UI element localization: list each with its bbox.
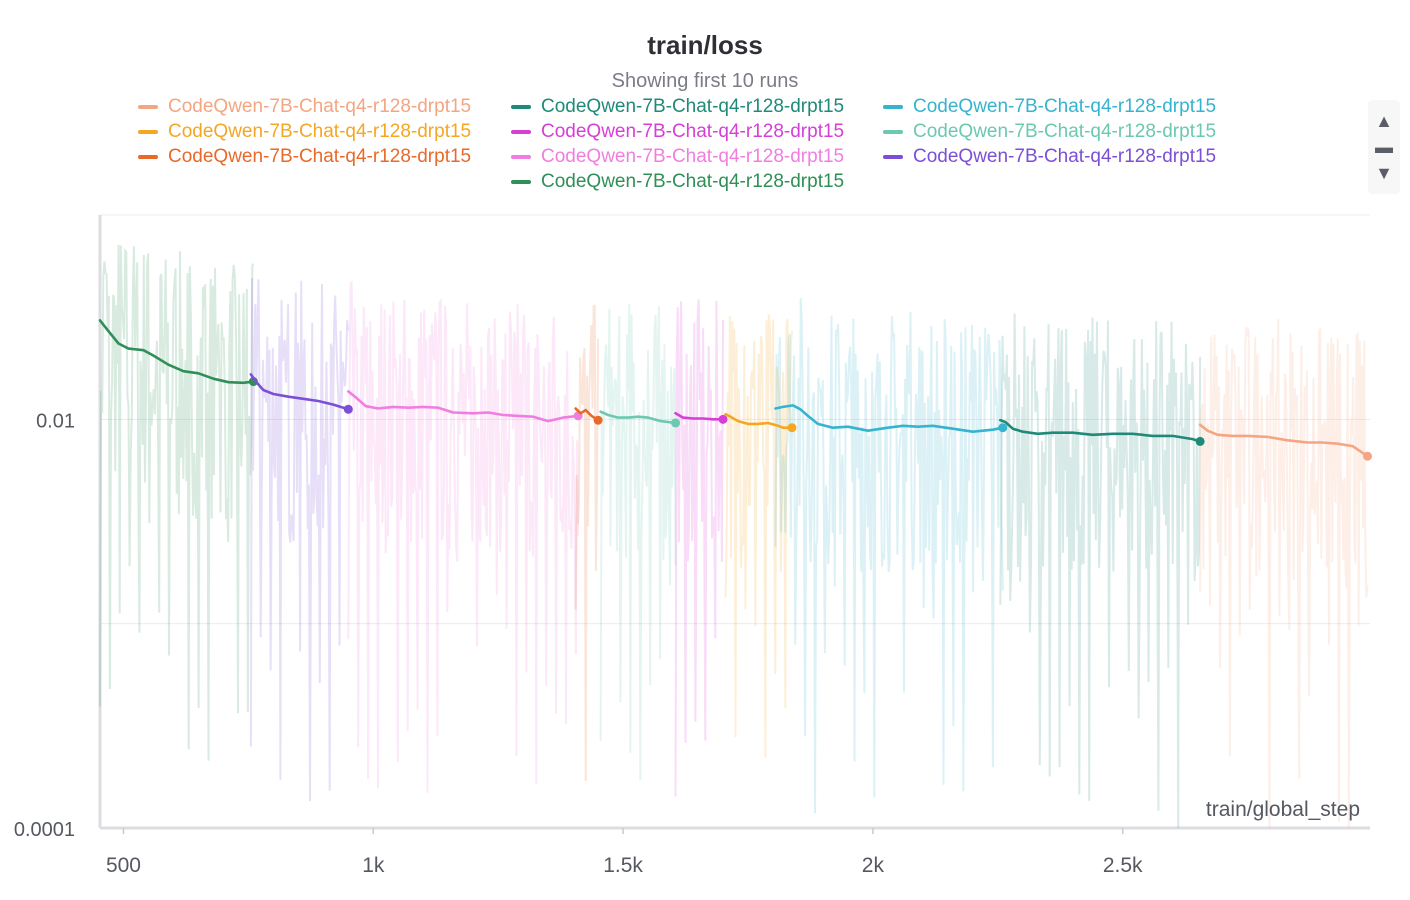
legend-label-3: CodeQwen-7B-Chat-q4-r128-drpt15 (541, 96, 845, 117)
legend-swatch-6 (511, 180, 531, 184)
raw-trace-4 (599, 304, 677, 780)
legend-item-8[interactable]: CodeQwen-7B-Chat-q4-r128-drpt15 (883, 121, 1216, 143)
legend-label-6: CodeQwen-7B-Chat-q4-r128-drpt15 (541, 171, 845, 192)
series-line-9 (1198, 423, 1369, 458)
series-line-6 (724, 412, 794, 429)
legend-label-0: CodeQwen-7B-Chat-q4-r128-drpt15 (168, 96, 472, 117)
legend-label-2: CodeQwen-7B-Chat-q4-r128-drpt15 (168, 146, 472, 167)
x-tick-label-1: 1k (362, 854, 385, 877)
legend-swatch-5 (511, 155, 531, 159)
raw-trace-0 (99, 244, 255, 761)
raw-trace-6 (724, 313, 793, 758)
chart-title: train/loss (647, 30, 763, 60)
legend-page-icon[interactable]: ▬ (1375, 136, 1393, 157)
raw-trace-7 (774, 298, 1004, 814)
x-tick-label-0: 500 (106, 854, 141, 877)
legend-swatch-3 (511, 105, 531, 109)
chart-subtitle: Showing first 10 runs (611, 70, 799, 92)
series-endpoint-5 (718, 414, 728, 424)
series-line-8 (999, 418, 1202, 443)
series-endpoint-8 (1195, 436, 1205, 446)
legend-label-8: CodeQwen-7B-Chat-q4-r128-drpt15 (913, 121, 1217, 142)
legend-swatch-1 (138, 130, 158, 134)
legend-swatch-2 (138, 155, 158, 159)
series-line-4 (599, 410, 677, 425)
series-line-7 (774, 404, 1005, 433)
y-tick-label-0: 0.0001 (14, 819, 75, 841)
legend-item-6[interactable]: CodeQwen-7B-Chat-q4-r128-drpt15 (511, 171, 844, 193)
series-line-0 (98, 319, 255, 385)
series-line-1 (249, 373, 350, 411)
legend-scroll-control: ▲ ▬ ▼ (1368, 100, 1400, 194)
raw-trace-1 (249, 278, 350, 802)
x-axis-title: train/global_step (1206, 798, 1360, 821)
legend-item-0[interactable]: CodeQwen-7B-Chat-q4-r128-drpt15 (138, 96, 471, 118)
raw-trace-3 (574, 304, 600, 781)
legend-item-4[interactable]: CodeQwen-7B-Chat-q4-r128-drpt15 (511, 121, 844, 143)
series-endpoint-6 (787, 423, 797, 433)
raw-trace-5 (674, 299, 724, 797)
legend: CodeQwen-7B-Chat-q4-r128-drpt15 CodeQwen-… (0, 96, 1410, 200)
y-tick-label-1: 0.01 (36, 410, 75, 432)
x-tick-label-2: 1.5k (603, 854, 643, 877)
raw-trace-8 (999, 313, 1202, 829)
legend-label-1: CodeQwen-7B-Chat-q4-r128-drpt15 (168, 121, 472, 142)
x-tick-label-3: 2k (862, 854, 885, 877)
legend-item-5[interactable]: CodeQwen-7B-Chat-q4-r128-drpt15 (511, 146, 844, 168)
legend-item-9[interactable]: CodeQwen-7B-Chat-q4-r128-drpt15 (883, 146, 1216, 168)
legend-label-5: CodeQwen-7B-Chat-q4-r128-drpt15 (541, 146, 845, 167)
raw-trace-2 (347, 280, 580, 793)
legend-label-7: CodeQwen-7B-Chat-q4-r128-drpt15 (913, 96, 1217, 117)
legend-swatch-0 (138, 105, 158, 109)
legend-item-2[interactable]: CodeQwen-7B-Chat-q4-r128-drpt15 (138, 146, 471, 168)
x-tick-label-4: 2.5k (1103, 854, 1143, 877)
series-line-3 (574, 407, 600, 422)
series-endpoint-9 (1363, 451, 1373, 461)
series-endpoint-4 (671, 418, 681, 428)
legend-swatch-7 (883, 105, 903, 109)
series-line-5 (674, 412, 725, 421)
legend-swatch-8 (883, 130, 903, 134)
legend-item-1[interactable]: CodeQwen-7B-Chat-q4-r128-drpt15 (138, 121, 471, 143)
series-endpoint-7 (998, 423, 1008, 433)
legend-scroll-down-icon[interactable]: ▼ (1375, 162, 1393, 183)
raw-trace-9 (1199, 319, 1369, 829)
series-endpoint-3 (593, 415, 603, 425)
legend-swatch-4 (511, 130, 531, 134)
legend-item-7[interactable]: CodeQwen-7B-Chat-q4-r128-drpt15 (883, 96, 1216, 118)
series-endpoint-1 (343, 404, 353, 414)
series-line-2 (347, 390, 580, 423)
legend-label-9: CodeQwen-7B-Chat-q4-r128-drpt15 (913, 146, 1217, 167)
legend-label-4: CodeQwen-7B-Chat-q4-r128-drpt15 (541, 121, 845, 142)
legend-swatch-9 (883, 155, 903, 159)
legend-scroll-up-icon[interactable]: ▲ (1375, 110, 1393, 131)
legend-item-3[interactable]: CodeQwen-7B-Chat-q4-r128-drpt15 (511, 96, 844, 118)
